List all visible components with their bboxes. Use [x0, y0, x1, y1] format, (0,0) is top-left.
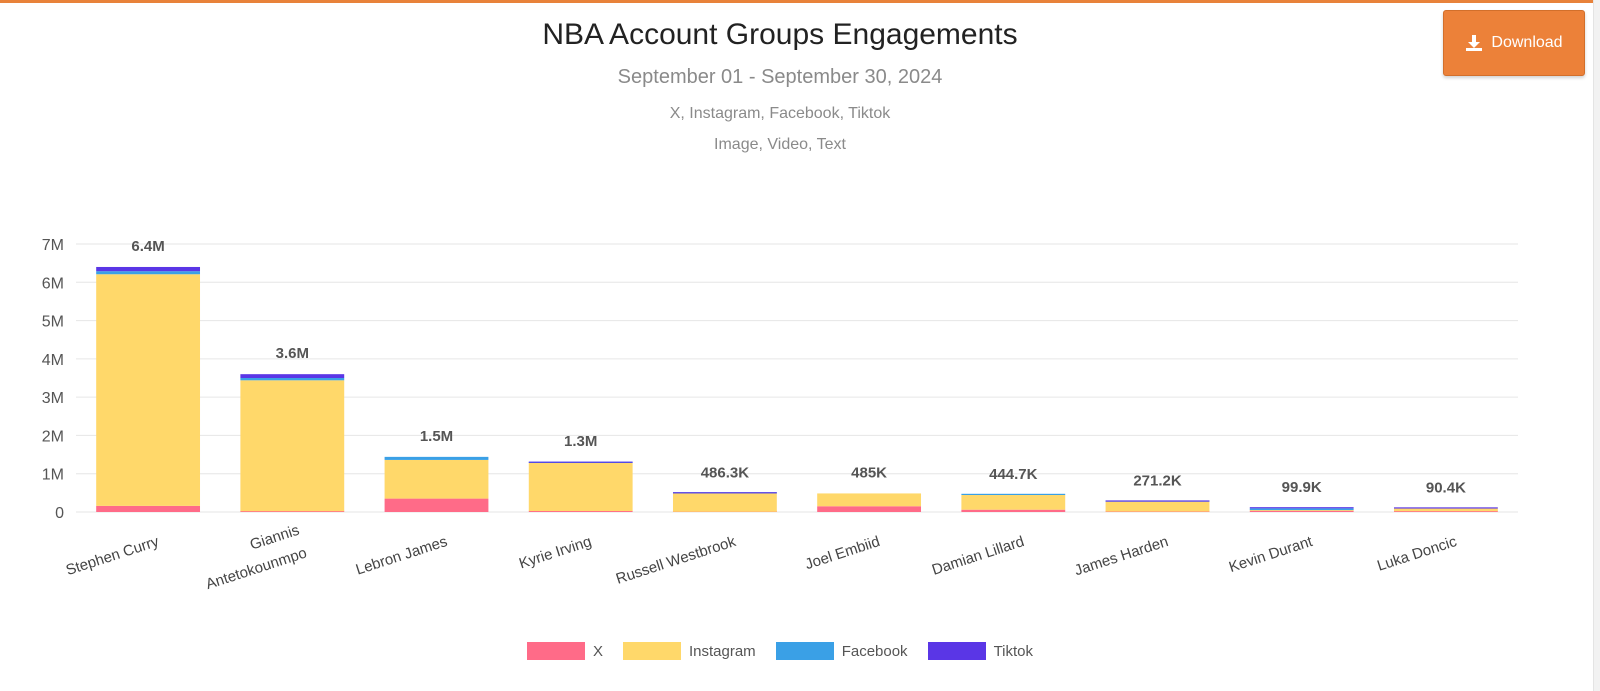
x-tick-label: Russell Westbrook [614, 533, 738, 588]
bar-segment-tiktok[interactable] [96, 266, 201, 272]
bar-segment-tiktok[interactable] [1249, 507, 1354, 509]
chart-legend: X Instagram Facebook Tiktok [0, 642, 1560, 660]
bar-total-label: 271.2K [1133, 473, 1182, 490]
x-tick-label-line: Joel Embiid [803, 533, 882, 573]
legend-swatch-x [526, 642, 585, 660]
chart-title: NBA Account Groups Engagements [542, 18, 1018, 51]
bar-total-label: 1.3M [564, 433, 597, 450]
y-tick-label: 4M [42, 352, 64, 369]
y-tick-label: 5M [42, 314, 64, 331]
legend-swatch-facebook [775, 642, 834, 660]
bar-segment-instagram[interactable] [1105, 501, 1210, 512]
bar-total-label: 90.4K [1426, 480, 1466, 497]
y-tick-label: 6M [42, 275, 64, 292]
x-tick-label: Kevin Durant [1227, 533, 1316, 576]
x-tick-label-line: Kevin Durant [1227, 533, 1316, 576]
bar-segment-instagram[interactable] [1249, 509, 1354, 511]
bar-segment-x[interactable] [96, 505, 201, 512]
x-tick-label: James Harden [1072, 533, 1170, 579]
legend-label-tiktok: Tiktok [993, 642, 1034, 660]
legend-item-instagram[interactable]: Instagram [622, 642, 756, 660]
x-tick-label-line: Damian Lillard [930, 533, 1026, 579]
bar-total-label: 485K [851, 464, 887, 481]
bar-segment-x[interactable] [384, 498, 489, 512]
bar-segment-x[interactable] [528, 510, 633, 512]
bar-total-label: 1.5M [420, 428, 453, 445]
y-tick-label: 0 [55, 505, 64, 522]
bar-segment-x[interactable] [1249, 510, 1354, 512]
download-button-label: Download [1491, 34, 1563, 51]
x-tick-label: Damian Lillard [930, 533, 1026, 579]
download-button[interactable]: Download [1443, 10, 1585, 76]
bar-segment-tiktok[interactable] [528, 461, 633, 463]
bar-segment-x[interactable] [240, 510, 345, 512]
x-tick-label-line: Russell Westbrook [614, 533, 738, 588]
chart-platforms: X, Instagram, Facebook, Tiktok [669, 105, 891, 122]
x-tick-label: Kyrie Irving [517, 533, 594, 572]
x-tick-label-line: Lebron James [354, 533, 450, 579]
download-icon [1466, 35, 1483, 51]
x-tick-label-line: James Harden [1072, 533, 1170, 579]
bar-total-label: 444.7K [989, 466, 1038, 483]
legend-swatch-tiktok [927, 642, 986, 660]
bar-segment-instagram[interactable] [240, 380, 345, 512]
y-tick-label: 1M [42, 467, 64, 484]
x-tick-label: Lebron James [354, 533, 450, 579]
legend-item-tiktok[interactable]: Tiktok [927, 642, 1034, 660]
x-tick-label-line: Luka Doncic [1375, 533, 1459, 575]
legend-item-facebook[interactable]: Facebook [775, 642, 908, 660]
bar-segment-tiktok[interactable] [672, 492, 777, 494]
bar-segment-x[interactable] [1393, 510, 1498, 512]
bar-total-label: 486.3K [701, 464, 750, 481]
bar-segment-tiktok[interactable] [1393, 507, 1498, 509]
chart-content-types: Image, Video, Text [714, 136, 846, 153]
legend-label-facebook: Facebook [841, 642, 908, 660]
bar-total-label: 99.9K [1282, 479, 1322, 496]
bar-segment-facebook[interactable] [961, 493, 1066, 496]
bar-segment-instagram[interactable] [817, 493, 922, 507]
top-accent-border [0, 0, 1600, 3]
bar-segment-x[interactable] [817, 506, 922, 512]
x-tick-label: Stephen Curry [64, 533, 162, 579]
bar-total-label: 6.4M [131, 238, 164, 255]
bar-segment-facebook[interactable] [384, 456, 489, 460]
y-tick-label: 2M [42, 428, 64, 445]
bar-segment-instagram[interactable] [384, 459, 489, 499]
bar-total-label: 3.6M [276, 345, 309, 362]
x-tick-label: Luka Doncic [1375, 533, 1459, 575]
bar-segment-instagram[interactable] [961, 495, 1066, 510]
bar-segment-tiktok[interactable] [1105, 500, 1210, 502]
legend-label-x: X [592, 642, 603, 660]
y-tick-label: 7M [42, 237, 64, 254]
bar-segment-instagram[interactable] [528, 462, 633, 512]
chart-date-range: September 01 - September 30, 2024 [617, 66, 943, 88]
legend-swatch-instagram [622, 642, 681, 660]
bar-segment-instagram[interactable] [1393, 508, 1498, 512]
bar-segment-facebook[interactable] [96, 271, 201, 275]
window-edge [1593, 0, 1600, 691]
y-tick-label: 3M [42, 390, 64, 407]
x-tick-label-line: Kyrie Irving [517, 533, 594, 572]
legend-label-instagram: Instagram [688, 642, 756, 660]
x-tick-label-line: Stephen Curry [64, 533, 162, 579]
x-tick-label: GiannisAntetokounmpo [196, 522, 309, 593]
bar-segment-x[interactable] [961, 509, 1066, 512]
bar-segment-instagram[interactable] [96, 274, 201, 506]
bar-segment-instagram[interactable] [672, 493, 777, 512]
legend-item-x[interactable]: X [526, 642, 603, 660]
bar-segment-tiktok[interactable] [240, 374, 345, 378]
bar-segment-facebook[interactable] [1249, 508, 1354, 511]
bar-segment-facebook[interactable] [240, 378, 345, 381]
x-tick-label: Joel Embiid [803, 533, 882, 573]
stacked-bar-chart: 0 1M 2M 3M 4M 5M 6M 7M 6.4M Stephen Curry 3.6M Gian… [42, 237, 1518, 593]
